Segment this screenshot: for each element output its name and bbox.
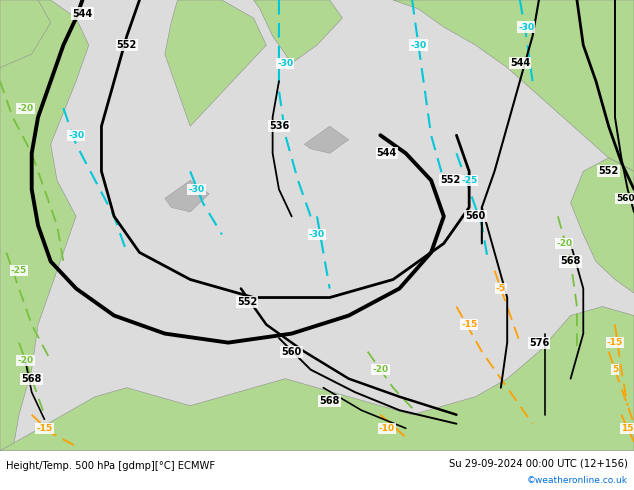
Text: Su 29-09-2024 00:00 UTC (12+156): Su 29-09-2024 00:00 UTC (12+156) [449, 458, 628, 468]
Text: ©weatheronline.co.uk: ©weatheronline.co.uk [527, 476, 628, 485]
Text: -20: -20 [556, 239, 573, 248]
Text: 560: 560 [281, 346, 302, 357]
Text: -30: -30 [410, 41, 427, 49]
Text: 560: 560 [465, 211, 486, 221]
Text: 568: 568 [22, 374, 42, 384]
Text: -30: -30 [277, 59, 294, 68]
Text: 552: 552 [117, 40, 137, 50]
Text: -15: -15 [36, 424, 53, 433]
Text: -25: -25 [11, 266, 27, 275]
Text: 552: 552 [598, 166, 619, 176]
Polygon shape [165, 180, 209, 212]
Polygon shape [571, 158, 634, 293]
Text: -15: -15 [461, 320, 477, 329]
Text: -5: -5 [496, 284, 506, 293]
Polygon shape [304, 126, 349, 153]
Text: -20: -20 [17, 104, 34, 113]
Polygon shape [254, 0, 342, 63]
Text: -15: -15 [607, 338, 623, 347]
Polygon shape [0, 0, 89, 451]
Text: 544: 544 [510, 58, 530, 68]
Text: -20: -20 [17, 356, 34, 365]
Polygon shape [0, 0, 51, 68]
Text: -20: -20 [372, 365, 389, 374]
Polygon shape [0, 307, 634, 451]
Text: -30: -30 [309, 230, 325, 239]
Text: 544: 544 [377, 148, 397, 158]
Text: 15: 15 [621, 424, 634, 433]
Text: 560–: 560– [616, 194, 634, 203]
Text: 568: 568 [320, 396, 340, 406]
Text: -30: -30 [68, 131, 84, 140]
Text: 568: 568 [560, 256, 581, 267]
Text: -30: -30 [518, 23, 534, 31]
Text: 544: 544 [72, 8, 93, 19]
Polygon shape [393, 0, 634, 172]
Text: -30: -30 [188, 185, 205, 194]
Text: -25: -25 [461, 176, 477, 185]
Polygon shape [165, 0, 266, 126]
Text: 5: 5 [612, 365, 618, 374]
Text: -10: -10 [378, 424, 395, 433]
Text: 576: 576 [529, 338, 549, 347]
Text: 552: 552 [440, 175, 460, 185]
Text: 536: 536 [269, 121, 289, 131]
Text: Height/Temp. 500 hPa [gdmp][°C] ECMWF: Height/Temp. 500 hPa [gdmp][°C] ECMWF [6, 461, 216, 470]
Text: 552: 552 [237, 297, 257, 307]
